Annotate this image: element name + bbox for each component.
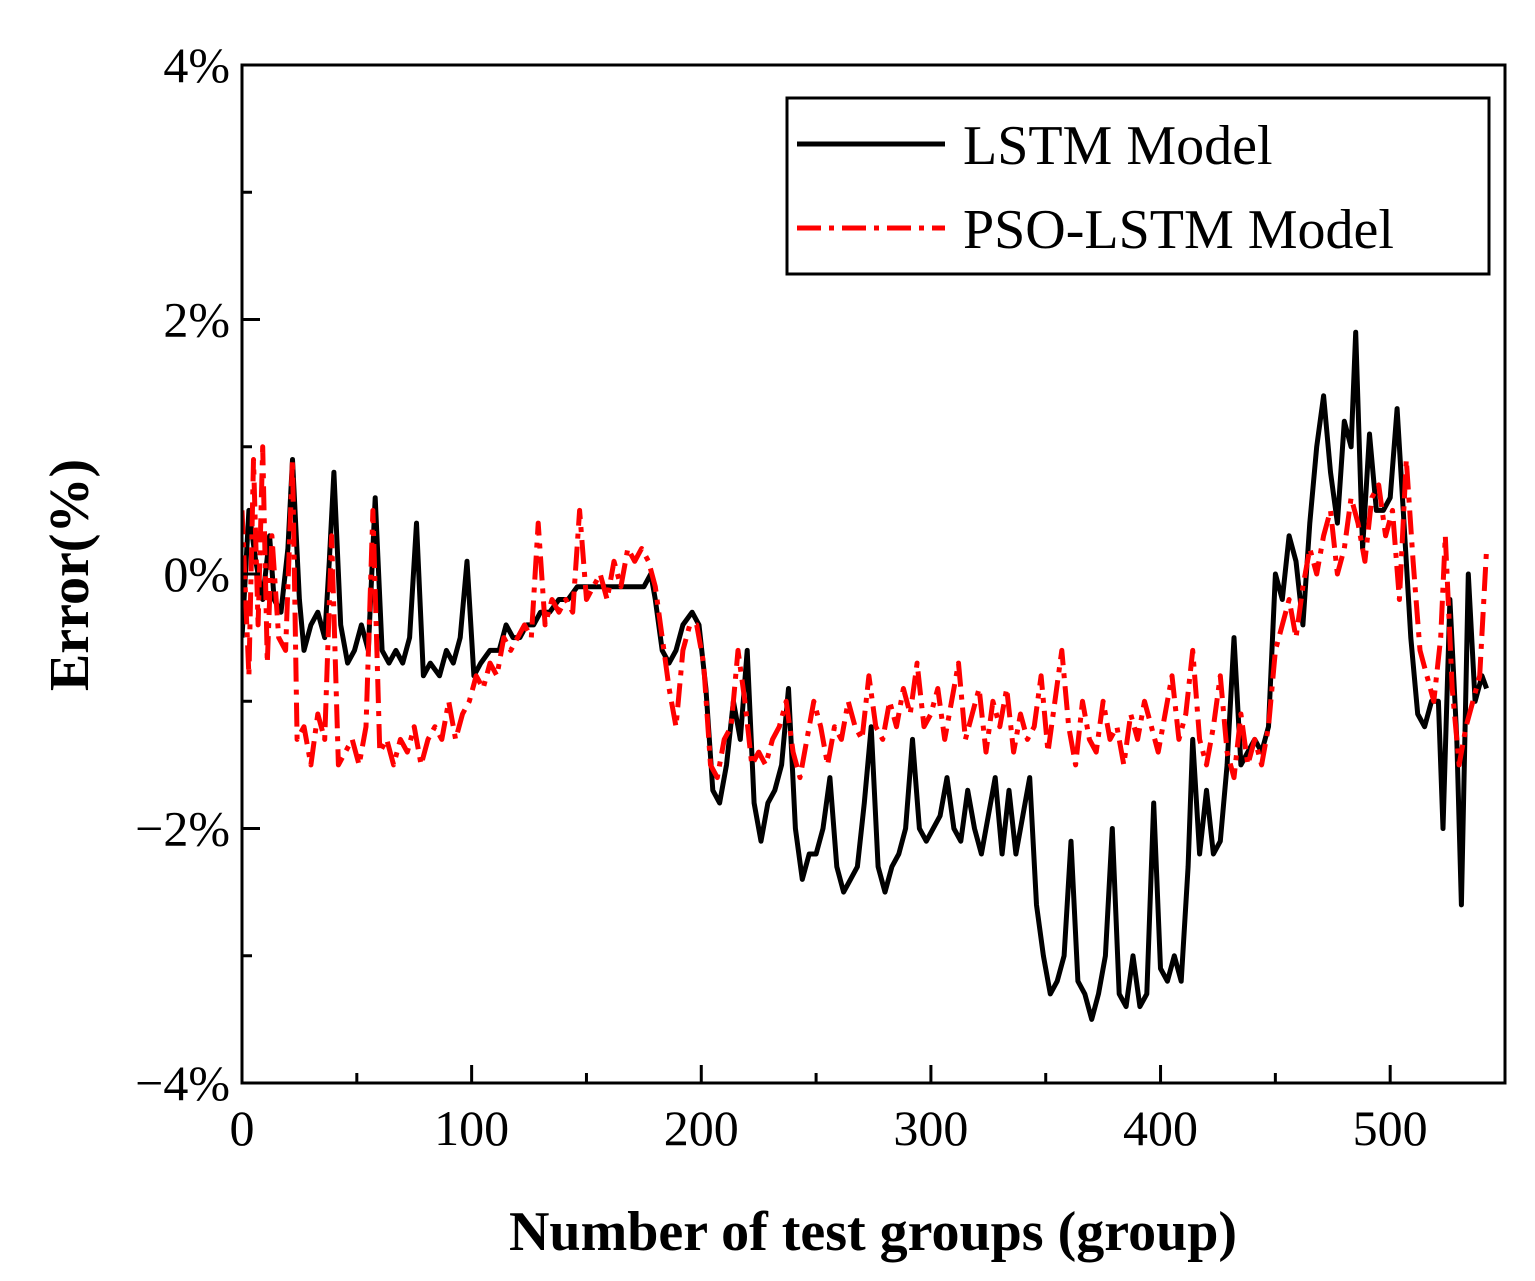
legend-label-0: LSTM Model bbox=[963, 115, 1273, 177]
x-tick-label-2: 200 bbox=[664, 1100, 739, 1156]
y-tick-label-3: 2% bbox=[163, 292, 230, 348]
x-tick-label-1: 100 bbox=[434, 1100, 509, 1156]
x-tick-label-0: 0 bbox=[230, 1100, 255, 1156]
x-tick-label-3: 300 bbox=[893, 1100, 968, 1156]
y-axis-title: Error(%) bbox=[39, 459, 101, 691]
y-tick-label-1: −2% bbox=[135, 801, 230, 857]
axes-layer: 0 100 200 300 400 500 −4% −2% 0% 2% 4% bbox=[135, 37, 1507, 1156]
y-tick-label-2: 0% bbox=[163, 546, 230, 602]
y-tick-label-0: −4% bbox=[135, 1055, 230, 1111]
legend-box bbox=[785, 96, 1491, 276]
y-tick-label-4: 4% bbox=[163, 37, 230, 93]
x-axis-title: Number of test groups (group) bbox=[509, 1201, 1237, 1263]
series-line-0 bbox=[242, 329, 1489, 1022]
legend-label-1: PSO-LSTM Model bbox=[963, 199, 1394, 261]
legend: LSTM Model PSO-LSTM Model bbox=[785, 96, 1491, 276]
series-line-1 bbox=[242, 444, 1490, 781]
x-tick-label-4: 400 bbox=[1123, 1100, 1198, 1156]
series-layer bbox=[242, 329, 1490, 1022]
x-tick-label-5: 500 bbox=[1353, 1100, 1428, 1156]
